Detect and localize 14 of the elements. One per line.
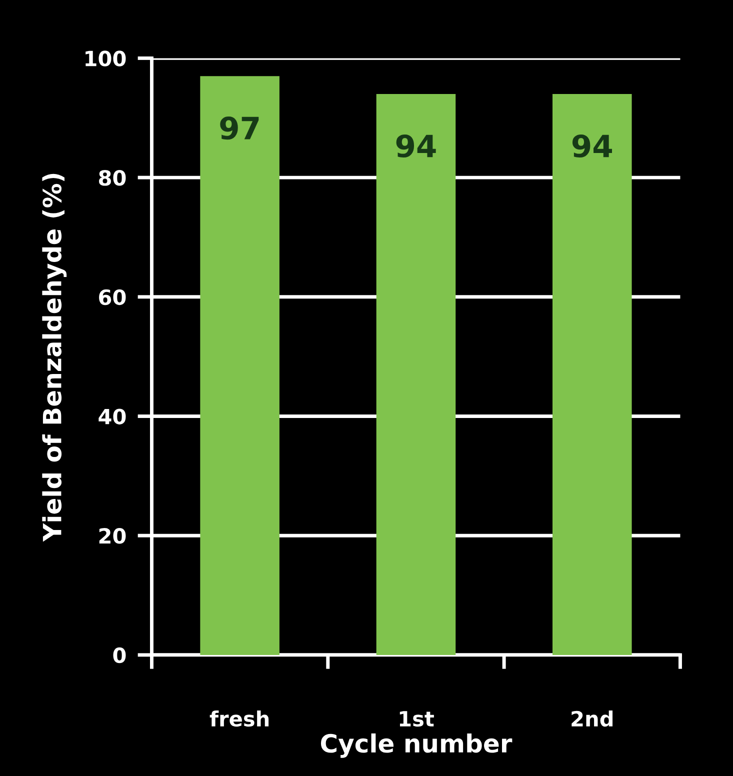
data-label: 94 (572, 134, 612, 158)
y-tick-label: 0 (113, 647, 126, 664)
y-tick-label: 80 (99, 170, 126, 186)
y-tick-label: 100 (86, 50, 126, 66)
y-tick-label: 40 (98, 408, 126, 424)
x-axis-title: Cycle number (320, 733, 512, 758)
x-tick-label: 2nd (572, 710, 613, 727)
x-tick-label: 1st (400, 711, 434, 727)
x-tick-label: fresh (210, 710, 269, 727)
data-label: 94 (396, 134, 436, 158)
y-tick-label: 60 (99, 289, 126, 306)
y-axis-title: Yield of Benzaldehyde (%) (42, 174, 67, 542)
y-tick-label: 20 (99, 528, 126, 544)
data-label: 97 (220, 116, 259, 140)
